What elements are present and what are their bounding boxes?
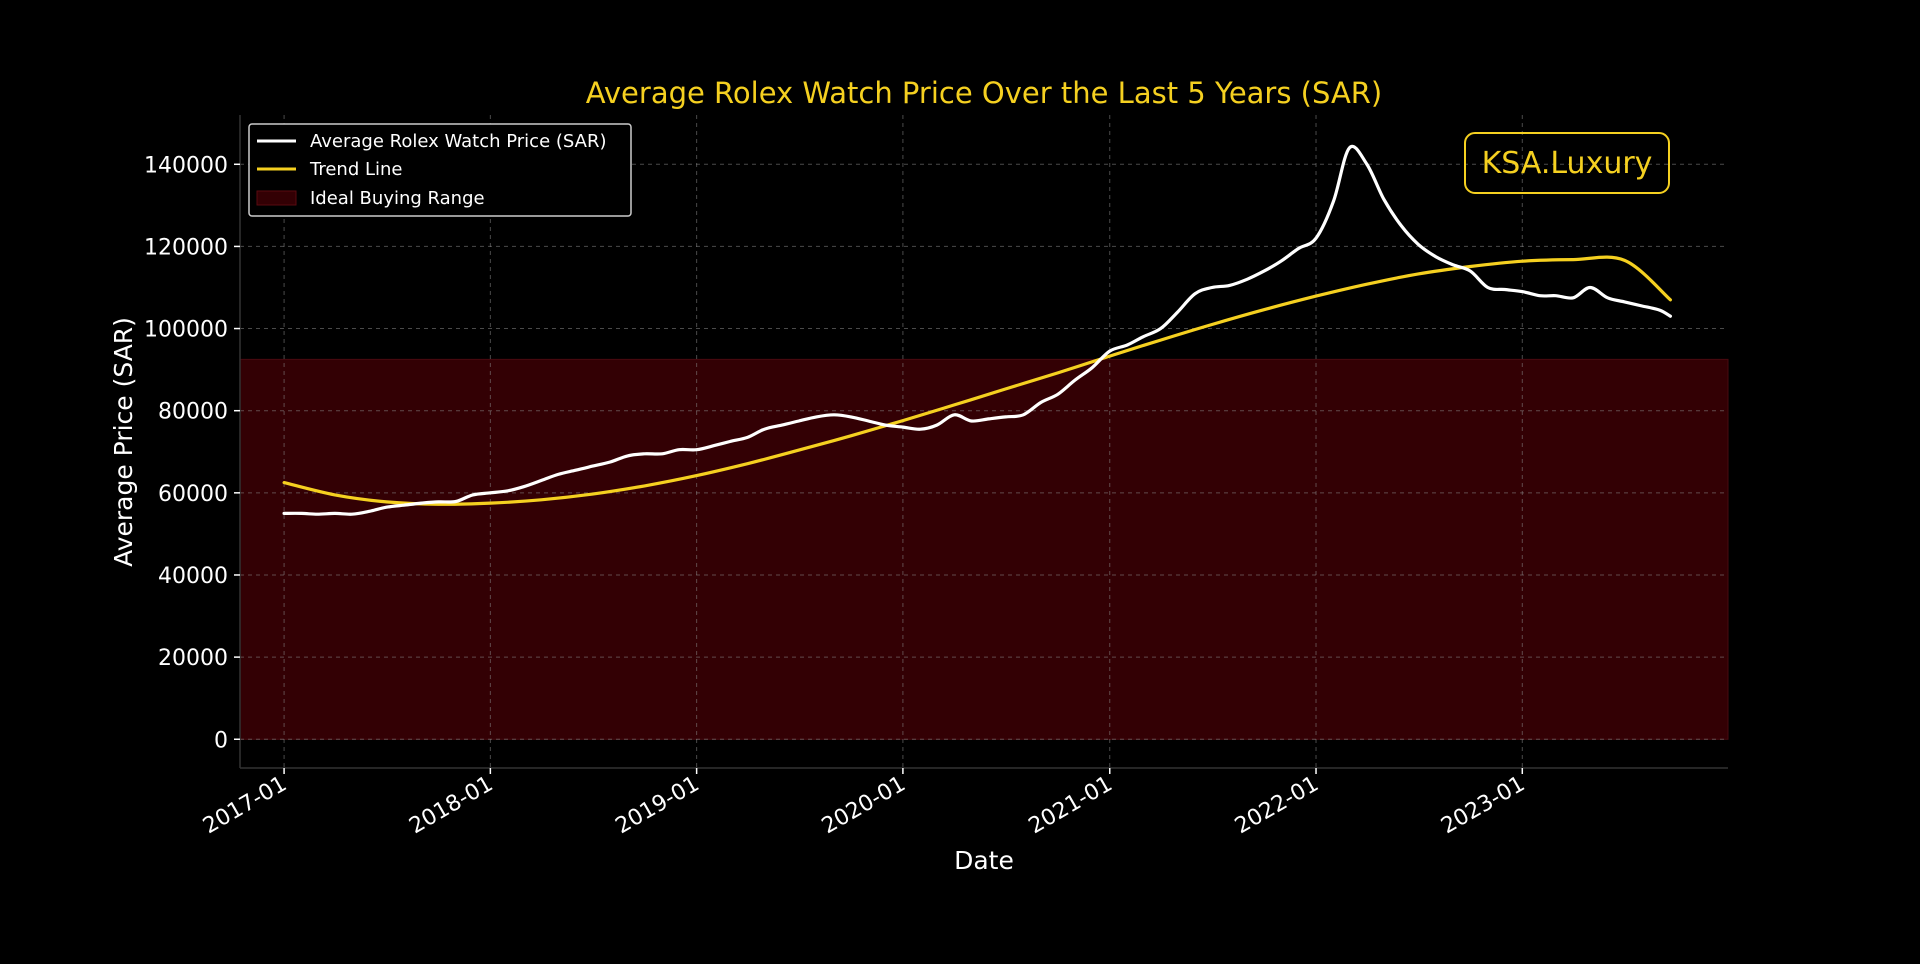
y-tick-label: 60000 [158,482,228,507]
y-tick-label: 0 [214,728,228,753]
y-tick-label: 80000 [158,400,228,425]
x-axis-label: Date [954,846,1014,875]
watermark-box: KSA.Luxury [1464,132,1670,194]
legend-frame [248,123,632,217]
y-tick-label: 20000 [158,646,228,671]
y-tick-label: 140000 [144,153,228,178]
legend: Average Rolex Watch Price (SAR) Trend Li… [248,123,632,217]
legend-range-label: Ideal Buying Range [310,188,485,209]
chart-title: Average Rolex Watch Price Over the Last … [586,76,1383,110]
legend-range-swatch [256,190,297,206]
price-line [282,144,1672,516]
legend-trend-label: Trend Line [309,159,403,180]
ideal-buying-range-band [239,358,1729,740]
trend-line [282,255,1672,506]
y-axis-label: Average Price (SAR) [109,317,138,567]
y-tick-label: 40000 [158,564,228,589]
y-tick-label: 120000 [144,235,228,260]
y-tick-label: 100000 [144,318,228,343]
watermark-text: KSA.Luxury [1482,146,1653,181]
legend-price-label: Average Rolex Watch Price (SAR) [310,131,607,152]
watermark-frame [1464,132,1670,194]
